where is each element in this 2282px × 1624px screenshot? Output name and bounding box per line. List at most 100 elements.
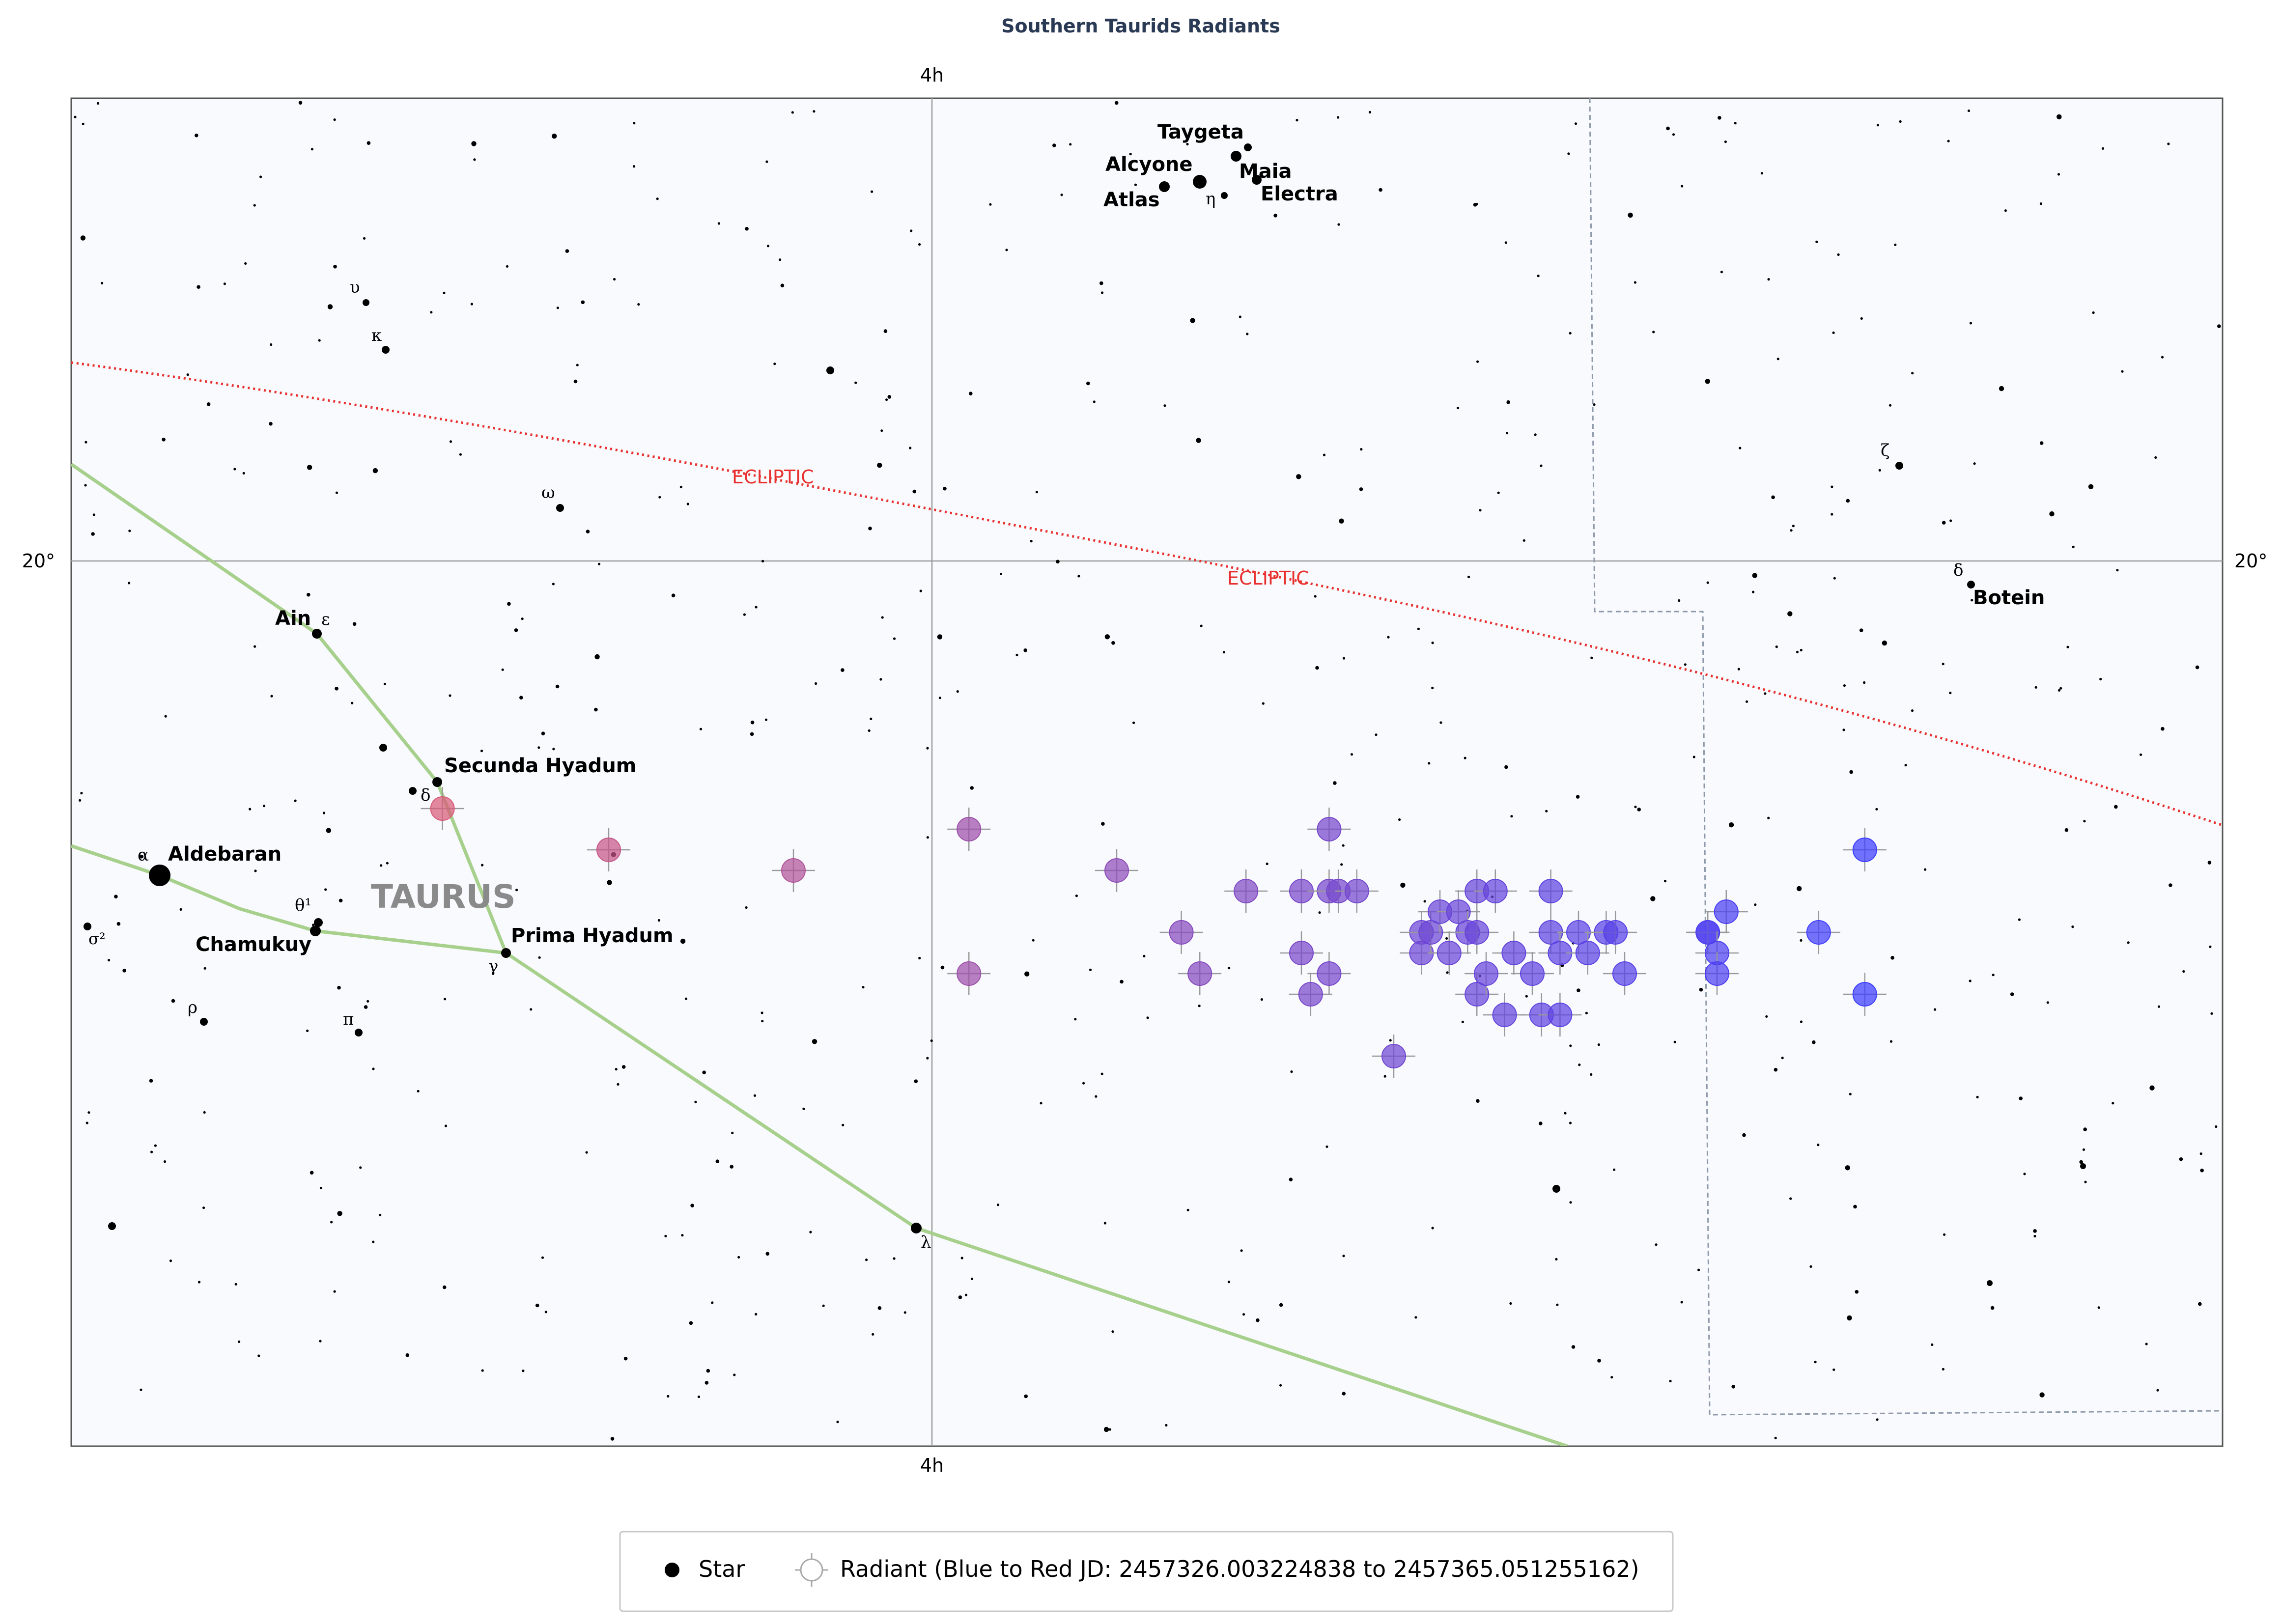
field-star [2127, 941, 2130, 944]
field-star [1878, 469, 1881, 472]
star-omega [556, 504, 564, 512]
field-star [903, 1311, 906, 1314]
field-star [1752, 590, 1755, 593]
field-star [1035, 491, 1038, 494]
field-star [637, 303, 640, 306]
dec-tick-left: 20° [22, 550, 55, 572]
field-star [1323, 453, 1326, 456]
field-star [2083, 1127, 2087, 1131]
field-star [822, 1304, 825, 1307]
field-star [1860, 317, 1863, 320]
field-star [1431, 686, 1434, 690]
star-merope [1221, 192, 1228, 199]
field-star [999, 572, 1003, 575]
label-secunda-hyadum: Secunda Hyadum [444, 755, 636, 777]
field-star [699, 728, 703, 730]
field-star [937, 634, 943, 640]
field-star [1476, 1099, 1480, 1103]
field-star [1279, 1303, 1283, 1307]
field-star [1314, 595, 1317, 598]
field-star [171, 999, 175, 1003]
radiant-point [1603, 952, 1646, 995]
field-star [1545, 810, 1548, 812]
field-star [964, 1293, 968, 1296]
field-star [535, 1303, 539, 1308]
field-star [352, 622, 357, 626]
field-star [1894, 243, 1897, 246]
field-star [1853, 1204, 1857, 1209]
greek-rho: ρ [188, 998, 197, 1017]
field-star [1718, 116, 1721, 120]
field-star [1567, 152, 1570, 155]
field-star [1904, 764, 1907, 767]
field-star [1296, 119, 1298, 122]
field-star [1296, 474, 1301, 479]
field-star [1650, 896, 1656, 901]
radiant-point [772, 849, 815, 892]
field-star [327, 304, 333, 309]
field-star [96, 102, 100, 105]
field-star [623, 1356, 628, 1361]
field-star [1855, 1290, 1859, 1294]
field-star [879, 678, 882, 681]
radiant-point [1529, 911, 1573, 954]
field-star [372, 1067, 375, 1070]
field-star [1684, 663, 1687, 666]
field-star [364, 1005, 368, 1009]
bright-stars [84, 143, 2086, 1286]
field-star [2034, 686, 2037, 689]
field-star [926, 836, 929, 839]
field-star [1337, 116, 1340, 119]
field-star [2199, 1152, 2202, 1155]
field-star [1628, 212, 1633, 218]
field-star [307, 465, 312, 470]
field-star [1875, 808, 1878, 811]
field-star [552, 583, 555, 586]
field-star [1506, 400, 1510, 404]
field-star [617, 1083, 620, 1086]
field-star [417, 1090, 420, 1092]
field-star [918, 243, 921, 246]
star-field [1987, 1280, 1993, 1286]
field-star [780, 283, 785, 287]
radiant-point [1159, 911, 1203, 954]
field-star [1279, 1384, 1282, 1387]
field-star [1111, 641, 1115, 645]
field-star [150, 1150, 153, 1153]
field-star [613, 278, 616, 281]
field-star [1765, 1015, 1768, 1018]
field-star [74, 115, 77, 118]
field-star [366, 141, 371, 145]
field-star [379, 1213, 382, 1216]
field-star [480, 750, 483, 753]
field-star [514, 628, 518, 632]
field-star [2057, 689, 2061, 692]
field-star [2039, 1392, 2045, 1398]
radiant-point [1797, 911, 1840, 954]
field-star [1200, 624, 1203, 627]
field-star [1479, 509, 1482, 512]
field-star [1260, 998, 1263, 1001]
field-star [1163, 404, 1166, 407]
field-star [1790, 529, 1793, 532]
field-star [745, 906, 748, 909]
field-star [1949, 519, 1952, 522]
field-star [1132, 721, 1135, 724]
field-star [2200, 1168, 2204, 1173]
field-star [1464, 756, 1466, 759]
greek-gamma: γ [488, 956, 498, 976]
field-star [1942, 521, 1946, 525]
field-star [926, 1057, 929, 1060]
field-star [1273, 214, 1277, 218]
label-prima-hyadum: Prima Hyadum [511, 924, 674, 947]
field-star [87, 1111, 90, 1114]
field-star [366, 1000, 369, 1003]
field-star [1509, 1302, 1512, 1305]
field-star [1593, 403, 1596, 406]
field-star [594, 707, 598, 712]
field-star [1843, 684, 1846, 687]
label-alcyone: Alcyone [1105, 153, 1193, 176]
field-star [610, 1437, 615, 1441]
field-star [380, 864, 383, 867]
field-star [989, 203, 992, 206]
